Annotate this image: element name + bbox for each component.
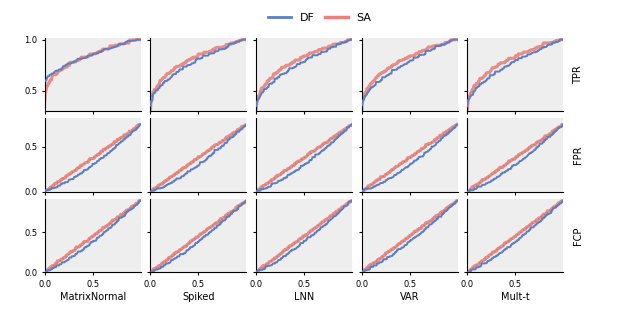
- X-axis label: MatrixNormal: MatrixNormal: [60, 292, 126, 302]
- X-axis label: LNN: LNN: [294, 292, 314, 302]
- X-axis label: Mult-t: Mult-t: [501, 292, 529, 302]
- X-axis label: Spiked: Spiked: [182, 292, 214, 302]
- Text: FPR: FPR: [573, 146, 583, 164]
- Legend: DF, SA: DF, SA: [264, 9, 376, 28]
- X-axis label: VAR: VAR: [400, 292, 419, 302]
- Text: TPR: TPR: [573, 65, 583, 84]
- Text: FCP: FCP: [573, 226, 583, 245]
